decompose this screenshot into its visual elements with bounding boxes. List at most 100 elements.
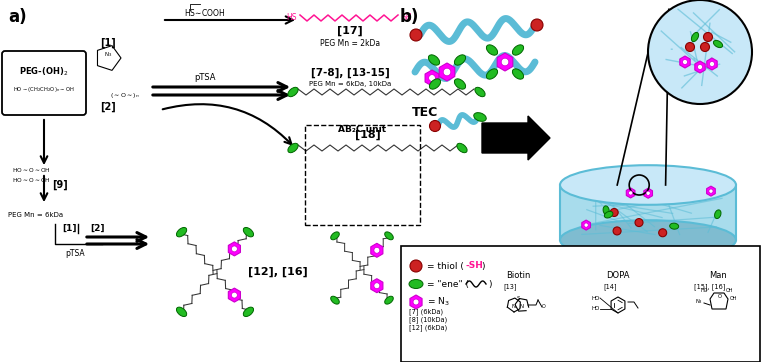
Text: PEG Mn = 6kDa: PEG Mn = 6kDa xyxy=(8,212,63,218)
Polygon shape xyxy=(371,243,383,257)
Text: b): b) xyxy=(400,8,419,26)
Text: ): ) xyxy=(488,279,492,289)
Text: [7] (6kDa): [7] (6kDa) xyxy=(409,309,443,315)
Polygon shape xyxy=(371,279,383,293)
Text: DOPA: DOPA xyxy=(606,270,630,279)
Text: [12], [16]: [12], [16] xyxy=(248,267,308,277)
Circle shape xyxy=(659,229,666,237)
Circle shape xyxy=(430,121,440,131)
Ellipse shape xyxy=(669,223,679,229)
Text: OH: OH xyxy=(730,296,738,302)
Text: HO: HO xyxy=(591,295,600,300)
Ellipse shape xyxy=(176,227,187,237)
Text: OH: OH xyxy=(726,289,734,294)
Polygon shape xyxy=(425,70,439,86)
Ellipse shape xyxy=(512,69,524,79)
FancyArrowPatch shape xyxy=(162,104,291,144)
Circle shape xyxy=(700,42,709,51)
Ellipse shape xyxy=(430,79,440,89)
Text: S: S xyxy=(516,296,520,302)
Text: HO$\sim$O$\sim$OH: HO$\sim$O$\sim$OH xyxy=(12,176,51,184)
Text: [1]: [1] xyxy=(100,38,116,48)
Polygon shape xyxy=(679,56,690,68)
Circle shape xyxy=(501,58,509,66)
Text: [15], [16]: [15], [16] xyxy=(694,283,725,290)
Text: N$_3$: N$_3$ xyxy=(104,51,112,59)
Polygon shape xyxy=(627,188,635,198)
Text: Biotin: Biotin xyxy=(506,270,530,279)
Text: [9]: [9] xyxy=(52,180,67,190)
Text: -SH: -SH xyxy=(465,261,483,270)
Circle shape xyxy=(444,68,450,76)
Circle shape xyxy=(683,59,688,64)
Ellipse shape xyxy=(331,232,339,240)
Text: HO$\sim$(CH$_2$CH$_2$O)$_n\sim$OH: HO$\sim$(CH$_2$CH$_2$O)$_n\sim$OH xyxy=(13,85,75,94)
Ellipse shape xyxy=(409,279,423,289)
Circle shape xyxy=(613,227,621,235)
Ellipse shape xyxy=(512,45,524,55)
Text: [13]: [13] xyxy=(503,283,517,290)
Text: [7-8], [13-15]: [7-8], [13-15] xyxy=(311,68,389,78)
Polygon shape xyxy=(228,288,241,302)
Ellipse shape xyxy=(428,55,440,65)
FancyBboxPatch shape xyxy=(2,51,86,115)
Text: HS$\!\sim\!$COOH: HS$\!\sim\!$COOH xyxy=(184,7,226,18)
Ellipse shape xyxy=(244,227,254,237)
Ellipse shape xyxy=(385,296,393,304)
Text: AB₂C unit: AB₂C unit xyxy=(338,126,386,135)
Text: Man: Man xyxy=(709,270,727,279)
Text: pTSA: pTSA xyxy=(65,248,85,257)
Ellipse shape xyxy=(603,206,609,215)
Circle shape xyxy=(703,33,712,42)
Ellipse shape xyxy=(560,220,736,260)
Circle shape xyxy=(686,42,695,51)
Text: [2]: [2] xyxy=(100,102,116,112)
Ellipse shape xyxy=(288,87,298,97)
Circle shape xyxy=(646,191,650,195)
Text: ($\sim$O$\sim$)$_n$: ($\sim$O$\sim$)$_n$ xyxy=(110,90,139,100)
Text: [8] (10kDa): [8] (10kDa) xyxy=(409,317,447,323)
Ellipse shape xyxy=(473,113,486,121)
Polygon shape xyxy=(582,220,591,230)
Text: PEG Mn = 2kDa: PEG Mn = 2kDa xyxy=(320,38,380,47)
Ellipse shape xyxy=(692,33,699,42)
Polygon shape xyxy=(497,53,512,71)
Text: a): a) xyxy=(8,8,27,26)
Circle shape xyxy=(410,260,422,272)
Circle shape xyxy=(648,0,752,104)
Circle shape xyxy=(611,209,618,216)
Circle shape xyxy=(231,292,237,298)
Ellipse shape xyxy=(713,41,722,48)
Polygon shape xyxy=(410,295,422,309)
Text: N: N xyxy=(512,304,516,310)
Circle shape xyxy=(429,75,435,81)
Circle shape xyxy=(531,19,543,31)
Circle shape xyxy=(698,64,702,70)
Ellipse shape xyxy=(176,307,187,316)
Circle shape xyxy=(374,283,380,289)
Text: [18]: [18] xyxy=(355,130,381,140)
Text: PEG Mn = 6kDa, 10kDa: PEG Mn = 6kDa, 10kDa xyxy=(309,81,391,87)
Text: HS: HS xyxy=(286,13,297,22)
Ellipse shape xyxy=(288,143,298,153)
Ellipse shape xyxy=(454,79,466,89)
Circle shape xyxy=(629,191,633,195)
Circle shape xyxy=(374,247,380,253)
Ellipse shape xyxy=(457,143,467,153)
Ellipse shape xyxy=(244,307,254,316)
Polygon shape xyxy=(706,186,715,196)
Circle shape xyxy=(709,189,713,193)
Text: = N$_3$: = N$_3$ xyxy=(427,296,450,308)
Circle shape xyxy=(584,223,588,227)
Polygon shape xyxy=(644,188,653,198)
Circle shape xyxy=(410,29,422,41)
Text: HO: HO xyxy=(700,289,708,294)
Text: pTSA: pTSA xyxy=(195,73,216,83)
Text: = thiol (: = thiol ( xyxy=(427,261,464,270)
Text: N: N xyxy=(520,304,524,310)
Ellipse shape xyxy=(486,45,498,55)
Ellipse shape xyxy=(331,296,339,304)
FancyArrow shape xyxy=(482,116,550,160)
Ellipse shape xyxy=(604,211,613,218)
Ellipse shape xyxy=(454,55,466,65)
